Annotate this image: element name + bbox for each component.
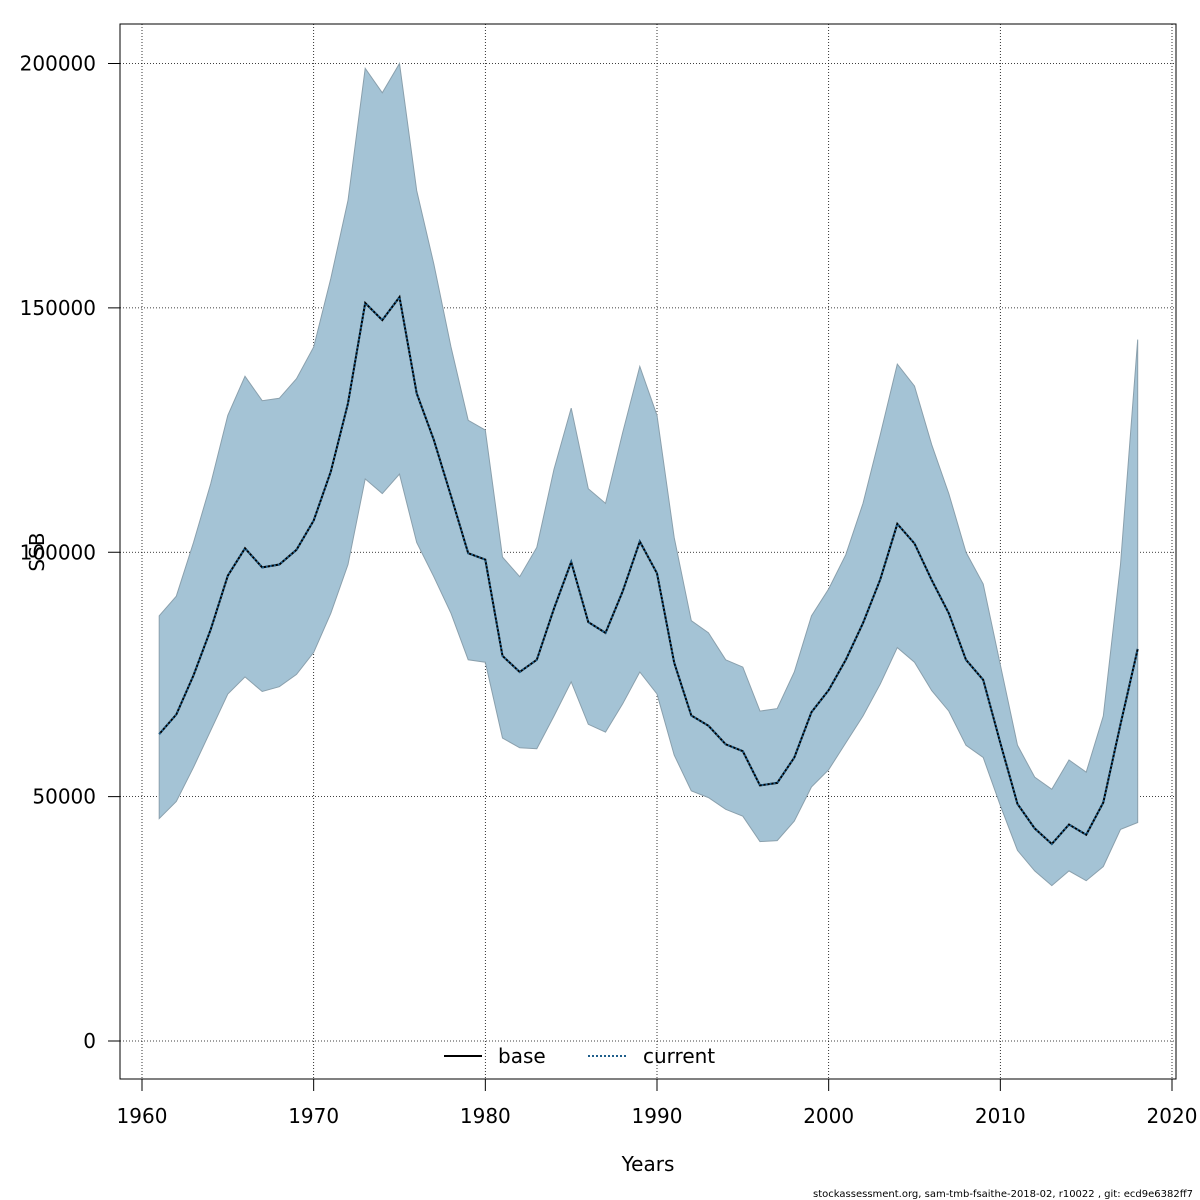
x-axis: 1960 1970 1980 1990 2000 2010 2020 <box>117 1079 1198 1128</box>
legend-current-label: current <box>643 1044 715 1068</box>
confidence-band <box>158 61 1139 887</box>
legend: base current <box>444 1044 715 1068</box>
x-tick-label: 1980 <box>460 1104 511 1128</box>
series-line-current-overlay <box>158 295 1139 845</box>
y-tick-label: 50000 <box>32 785 96 809</box>
y-axis-title: SSB <box>25 532 49 571</box>
y-tick-label: 150000 <box>20 296 96 320</box>
y-tick-label: 200000 <box>20 52 96 76</box>
legend-base-label: base <box>498 1044 546 1068</box>
y-tick-label: 0 <box>83 1029 96 1053</box>
y-tick-label: 100000 <box>20 540 96 564</box>
x-tick-label: 2010 <box>975 1104 1026 1128</box>
series-lines <box>158 294 1139 846</box>
y-axis: 0 50000 100000 150000 200000 <box>20 52 120 1053</box>
x-tick-label: 1970 <box>288 1104 339 1128</box>
x-tick-label: 1990 <box>632 1104 683 1128</box>
footer-credit: stockassessment.org, sam-tmb-fsaithe-201… <box>813 1189 1193 1200</box>
x-tick-label: 2000 <box>803 1104 854 1128</box>
plot-frame <box>119 23 1177 1080</box>
x-tick-label: 2020 <box>1147 1104 1198 1128</box>
series-line-current <box>158 294 1139 846</box>
x-tick-label: 1960 <box>117 1104 168 1128</box>
x-axis-title: Years <box>621 1152 675 1176</box>
